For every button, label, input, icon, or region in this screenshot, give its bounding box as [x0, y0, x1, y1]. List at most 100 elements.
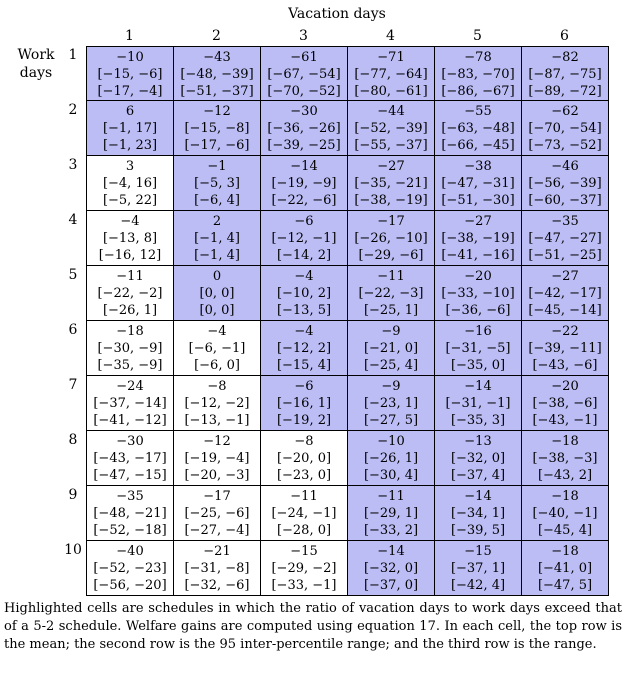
cell-mean: −20 — [551, 379, 579, 394]
cell-range: [−51, −37] — [180, 84, 254, 99]
table-cell: −15 [−37, 1] [−42, 4] — [435, 541, 522, 596]
table-cell: −11 [−24, −1] [−28, 0] — [261, 486, 348, 541]
cell-range: [−33, 2] — [363, 523, 419, 538]
cell-mean: −11 — [116, 269, 144, 284]
table-cell: −17 [−25, −6] [−27, −4] — [174, 486, 261, 541]
cell-range: [−41, −12] — [93, 413, 167, 428]
cell-range: [−37, 0] — [363, 578, 419, 593]
cell-ipr: [−48, −39] — [180, 67, 254, 82]
table-cell: −12 [−15, −8] [−17, −6] — [174, 101, 261, 156]
cell-mean: −8 — [294, 434, 314, 449]
cell-ipr: [−32, 0] — [450, 451, 506, 466]
cell-range: [−30, 4] — [363, 468, 419, 483]
column-label: 2 — [212, 28, 221, 44]
cell-mean: −15 — [464, 544, 492, 559]
cell-mean: −61 — [290, 50, 318, 65]
cell-mean: −27 — [551, 269, 579, 284]
cell-range: [−13, −1] — [184, 413, 250, 428]
cell-range: [−56, −20] — [93, 578, 167, 593]
table-cell: −6 [−16, 1] [−19, 2] — [261, 376, 348, 431]
cell-range: [−35, 3] — [450, 413, 506, 428]
table-cell: −18 [−30, −9] [−35, −9] — [87, 321, 174, 376]
table-cell: −78 [−83, −70] [−86, −67] — [435, 46, 522, 101]
cell-range: [−16, 12] — [98, 248, 162, 263]
cell-range: [−89, −72] — [528, 84, 602, 99]
row-label: 5 — [68, 267, 78, 283]
row-label: 4 — [68, 212, 78, 228]
cell-range: [−45, 4] — [537, 523, 593, 538]
cell-ipr: [−13, 8] — [102, 231, 158, 246]
cell-mean: −78 — [464, 50, 492, 65]
cell-ipr: [−40, −1] — [532, 506, 598, 521]
cell-mean: −22 — [551, 324, 579, 339]
cell-ipr: [−47, −27] — [528, 231, 602, 246]
cell-mean: −21 — [203, 544, 231, 559]
cell-mean: −11 — [377, 489, 405, 504]
row-label: 7 — [68, 377, 78, 393]
cell-mean: −35 — [551, 214, 579, 229]
cell-range: [−51, −25] — [528, 248, 602, 263]
cell-mean: −55 — [464, 104, 492, 119]
cell-range: [−26, 1] — [102, 303, 158, 318]
cell-ipr: [−48, −21] — [93, 506, 167, 521]
cell-mean: −10 — [377, 434, 405, 449]
row-labels: 1 2 3 4 5 6 7 8 9 10 — [60, 46, 86, 596]
cell-ipr: [−67, −54] — [267, 67, 341, 82]
row-label: 9 — [68, 487, 78, 503]
cell-range: [−27, −4] — [184, 523, 250, 538]
table-cell: −11 [−29, 1] [−33, 2] — [348, 486, 435, 541]
table-cell: 2 [−1, 4] [−1, 4] — [174, 211, 261, 266]
cell-mean: −6 — [294, 379, 314, 394]
cell-mean: −10 — [116, 50, 144, 65]
table-cell: −4 [−10, 2] [−13, 5] — [261, 266, 348, 321]
row-label: 8 — [68, 432, 78, 448]
row-label: 1 — [68, 47, 78, 63]
cell-ipr: [−52, −39] — [354, 121, 428, 136]
cell-range: [−52, −18] — [93, 523, 167, 538]
cell-range: [−70, −52] — [267, 84, 341, 99]
cell-mean: −40 — [116, 544, 144, 559]
cell-mean: −9 — [381, 379, 401, 394]
cell-ipr: [−25, −6] — [184, 506, 250, 521]
table-cell: −6 [−12, −1] [−14, 2] — [261, 211, 348, 266]
cell-mean: −35 — [116, 489, 144, 504]
cell-ipr: [−19, −4] — [184, 451, 250, 466]
table-cell: −10 [−26, 1] [−30, 4] — [348, 431, 435, 486]
welfare-table: −10 [−15, −6] [−17, −4] −43 [−48, −39] [−51, … — [86, 46, 609, 596]
cell-range: [−55, −37] — [354, 138, 428, 153]
cell-mean: −12 — [203, 104, 231, 119]
cell-range: [−60, −37] — [528, 193, 602, 208]
table-cell: −4 [−6, −1] [−6, 0] — [174, 321, 261, 376]
cell-ipr: [−42, −17] — [528, 286, 602, 301]
cell-ipr: [−21, 0] — [363, 341, 419, 356]
table-cell: −61 [−67, −54] [−70, −52] — [261, 46, 348, 101]
table-cell: −82 [−87, −75] [−89, −72] — [522, 46, 609, 101]
cell-ipr: [−39, −11] — [528, 341, 602, 356]
cell-mean: −18 — [551, 544, 579, 559]
column-label: 6 — [560, 28, 569, 44]
cell-ipr: [−26, 1] — [363, 451, 419, 466]
cell-ipr: [−1, 17] — [102, 121, 158, 136]
cell-mean: −71 — [377, 50, 405, 65]
cell-range: [0, 0] — [199, 303, 235, 318]
cell-range: [−25, 4] — [363, 358, 419, 373]
table-cell: −8 [−12, −2] [−13, −1] — [174, 376, 261, 431]
cell-ipr: [−83, −70] — [441, 67, 515, 82]
cell-mean: 3 — [125, 159, 135, 174]
cell-ipr: [−12, −2] — [184, 396, 250, 411]
cell-mean: −43 — [203, 50, 231, 65]
table-cell: −4 [−13, 8] [−16, 12] — [87, 211, 174, 266]
cell-ipr: [−4, 16] — [102, 176, 158, 191]
cell-range: [−35, −9] — [97, 358, 163, 373]
cell-mean: −18 — [116, 324, 144, 339]
table-cell: −18 [−41, 0] [−47, 5] — [522, 541, 609, 596]
cell-mean: −16 — [464, 324, 492, 339]
cell-mean: 2 — [212, 214, 222, 229]
cell-ipr: [−5, 3] — [194, 176, 240, 191]
table-cell: −46 [−56, −39] [−60, −37] — [522, 156, 609, 211]
cell-ipr: [−37, −14] — [93, 396, 167, 411]
cell-ipr: [−29, −2] — [271, 561, 337, 576]
cell-ipr: [−37, 1] — [450, 561, 506, 576]
cell-mean: −4 — [294, 269, 314, 284]
column-label: 1 — [125, 28, 134, 44]
